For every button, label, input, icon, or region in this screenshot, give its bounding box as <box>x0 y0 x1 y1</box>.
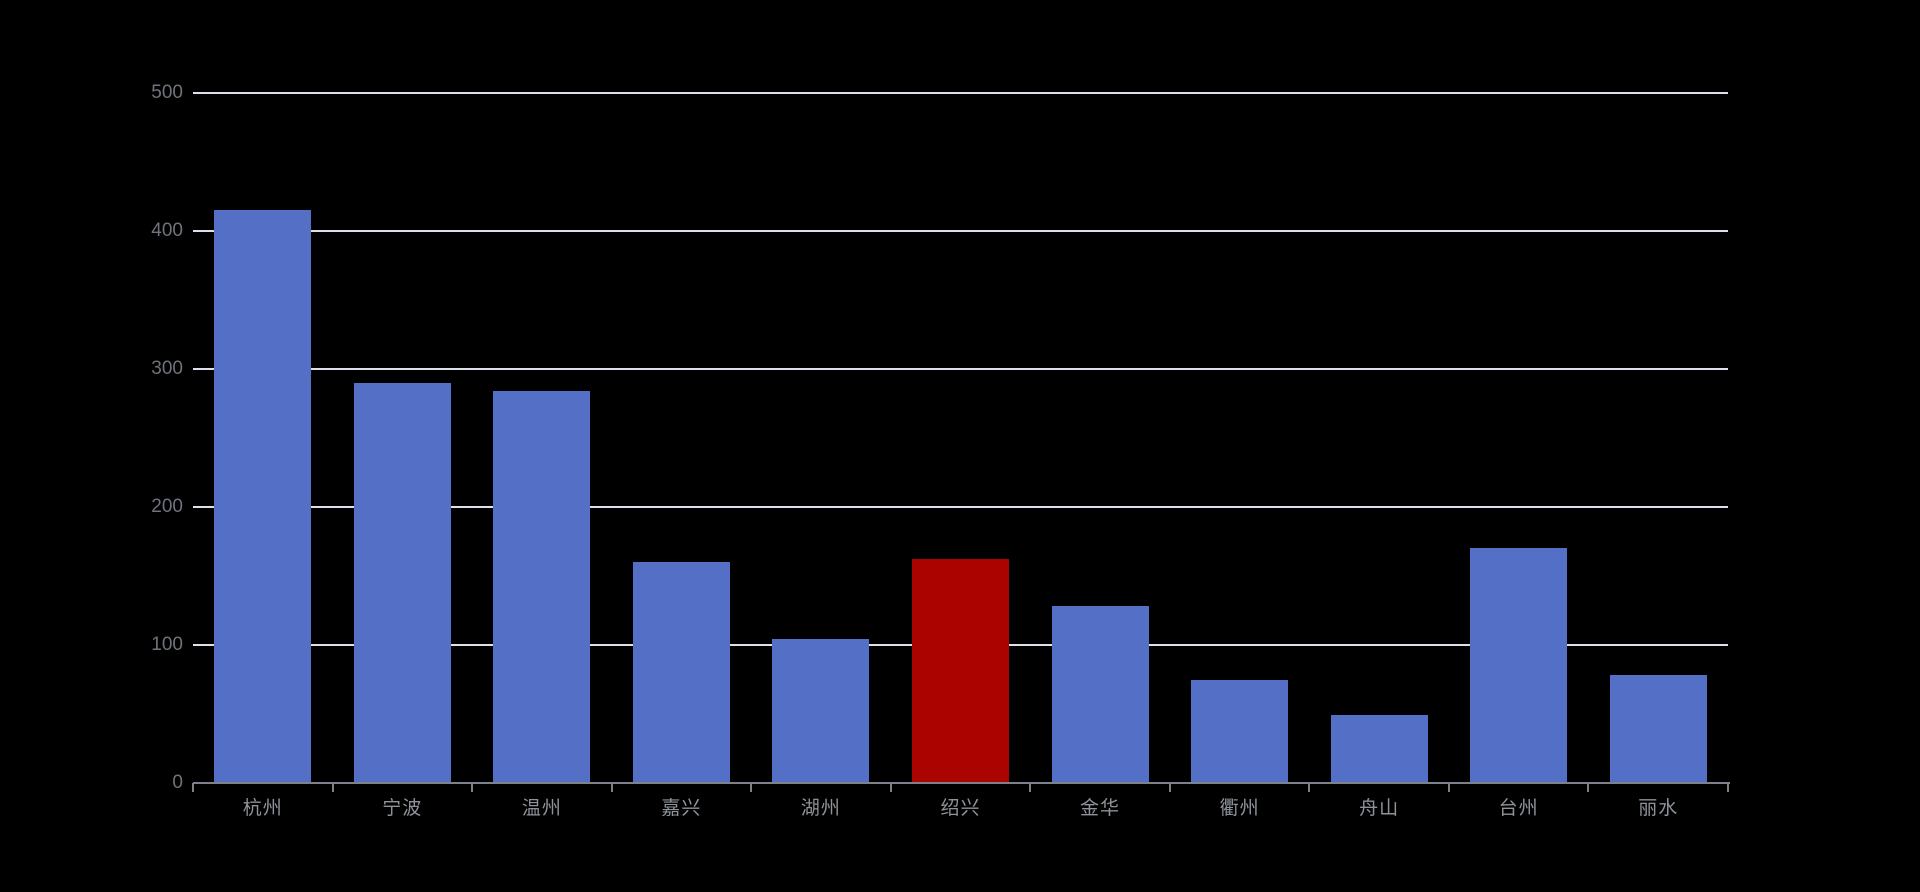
x-axis-tick <box>192 783 194 792</box>
x-axis-label: 杭州 <box>242 798 283 819</box>
x-axis-tick <box>750 783 753 792</box>
bar-金华[interactable] <box>1051 606 1149 783</box>
y-axis-label: 300 <box>151 358 183 379</box>
x-axis-label: 舟山 <box>1359 798 1400 819</box>
x-axis-label: 湖州 <box>800 798 841 819</box>
x-axis-label: 台州 <box>1498 798 1539 819</box>
x-axis-tick <box>1029 783 1032 792</box>
x-axis-tick <box>471 783 474 792</box>
x-axis-tick <box>331 783 334 792</box>
bar-舟山[interactable] <box>1330 715 1428 783</box>
x-axis-label: 衢州 <box>1219 798 1260 819</box>
y-axis-label: 500 <box>151 82 183 103</box>
x-axis-label: 嘉兴 <box>661 798 702 819</box>
y-axis-label: 0 <box>172 772 183 793</box>
bar-宁波[interactable] <box>353 382 451 783</box>
y-gridline <box>193 506 1728 508</box>
bar-温州[interactable] <box>493 391 591 783</box>
x-axis-label: 丽水 <box>1638 798 1679 819</box>
x-axis-label: 宁波 <box>382 798 423 819</box>
x-axis-tick <box>1447 783 1450 792</box>
x-axis-label: 温州 <box>521 798 562 819</box>
x-axis-tick <box>1308 783 1311 792</box>
bar-衢州[interactable] <box>1191 679 1289 783</box>
x-axis-tick <box>1168 783 1171 792</box>
x-axis-tick <box>610 783 613 792</box>
y-axis-label: 400 <box>151 220 183 241</box>
bar-丽水[interactable] <box>1609 675 1707 783</box>
bar-嘉兴[interactable] <box>632 562 730 783</box>
bar-杭州[interactable] <box>214 210 312 783</box>
bar-台州[interactable] <box>1470 548 1568 783</box>
y-axis-label: 100 <box>151 634 183 655</box>
bar-绍兴[interactable] <box>912 559 1009 783</box>
x-axis-label: 金华 <box>1080 798 1121 819</box>
x-axis-tick <box>1727 783 1729 792</box>
y-gridline <box>193 92 1728 94</box>
y-gridline <box>193 230 1728 232</box>
y-axis-label: 200 <box>151 496 183 517</box>
x-axis-line <box>193 782 1730 784</box>
y-gridline <box>193 368 1728 370</box>
bar-湖州[interactable] <box>772 639 870 783</box>
x-axis-tick <box>889 783 892 792</box>
x-axis-label: 绍兴 <box>940 798 981 819</box>
x-axis-tick <box>1587 783 1590 792</box>
